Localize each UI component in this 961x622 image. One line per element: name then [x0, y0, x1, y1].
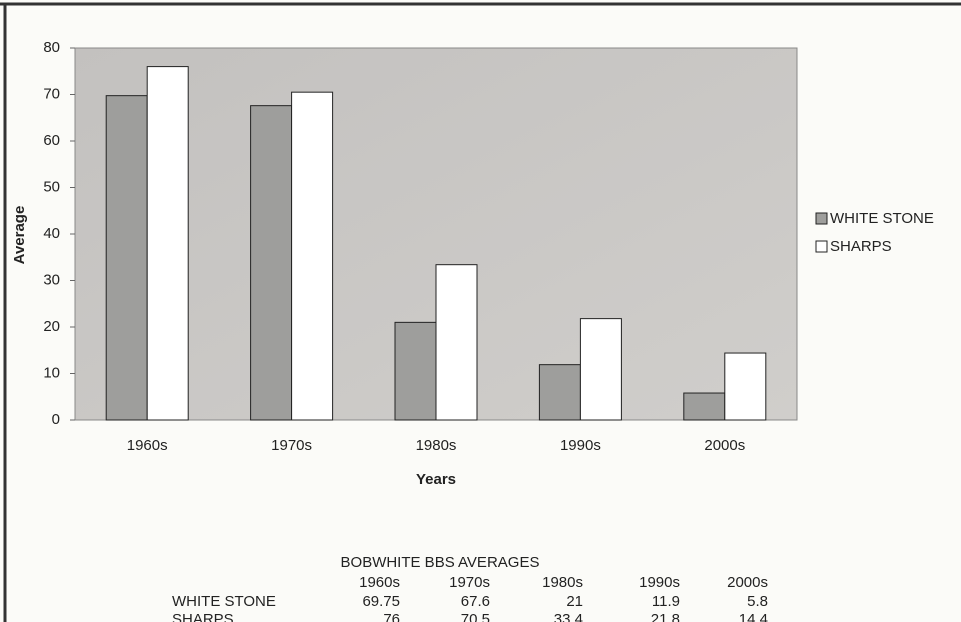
table-cell: 21.8	[651, 611, 680, 622]
table-cell: 67.6	[461, 593, 490, 610]
table-row-label: WHITE STONE	[172, 593, 276, 610]
x-tick-label: 1990s	[560, 437, 601, 454]
y-tick-label: 80	[43, 39, 60, 56]
table-header: 1970s	[449, 574, 490, 591]
y-tick-label: 20	[43, 318, 60, 335]
bar	[105, 95, 148, 421]
legend-swatch	[815, 240, 828, 253]
table-cell: 33.4	[554, 611, 583, 622]
table-cell: 70.5	[461, 611, 490, 622]
table-header: 1980s	[542, 574, 583, 591]
bar	[394, 321, 437, 421]
x-tick-label: 1970s	[271, 437, 312, 454]
y-tick-label: 40	[43, 225, 60, 242]
legend-label: SHARPS	[830, 238, 892, 255]
y-tick-label: 50	[43, 178, 60, 195]
bar	[579, 318, 622, 421]
table-cell: 5.8	[747, 593, 768, 610]
x-tick-label: 1960s	[127, 437, 168, 454]
bar	[250, 105, 293, 421]
y-axis-label: Average	[11, 206, 28, 265]
bar	[724, 352, 767, 421]
x-tick-label: 2000s	[704, 437, 745, 454]
bar	[291, 91, 334, 421]
table-cell: 14.4	[739, 611, 768, 622]
bar	[683, 392, 726, 421]
bar	[146, 66, 189, 421]
bar	[538, 364, 581, 421]
legend-swatch	[815, 212, 828, 225]
table-cell: 11.9	[652, 593, 680, 610]
y-tick-label: 0	[52, 411, 60, 428]
y-tick-label: 60	[43, 132, 60, 149]
x-axis-label: Years	[416, 471, 456, 488]
table-title: BOBWHITE BBS AVERAGES	[341, 554, 540, 571]
table-header: 2000s	[727, 574, 768, 591]
y-tick-label: 70	[43, 85, 60, 102]
table-row-label: SHARPS	[172, 611, 234, 622]
table-cell: 69.75	[362, 593, 400, 610]
table-header: 1960s	[359, 574, 400, 591]
x-tick-label: 1980s	[416, 437, 457, 454]
y-tick-label: 10	[43, 364, 60, 381]
legend-label: WHITE STONE	[830, 210, 934, 227]
table-header: 1990s	[639, 574, 680, 591]
bar	[435, 264, 478, 421]
table-cell: 76	[383, 611, 400, 622]
y-tick-label: 30	[43, 271, 60, 288]
table-cell: 21	[566, 593, 583, 610]
